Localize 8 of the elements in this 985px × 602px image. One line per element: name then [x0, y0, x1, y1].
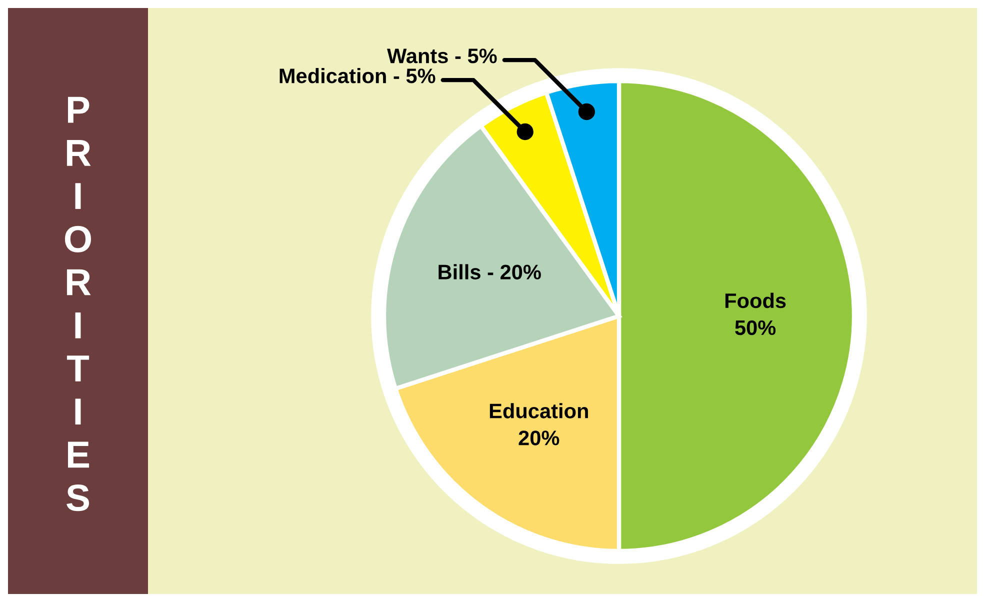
data-label: 50%: [735, 320, 776, 336]
chart-title: PRIORITIES: [64, 96, 92, 512]
slice-label: Education: [490, 403, 588, 418]
data-label: 20%: [518, 430, 560, 446]
slice-label: Bills - 20%: [438, 264, 541, 280]
slice-label: Medication - 5%: [280, 68, 436, 84]
slice-label: Foods: [725, 292, 786, 308]
slice-label: Wants - 5%: [387, 48, 497, 64]
